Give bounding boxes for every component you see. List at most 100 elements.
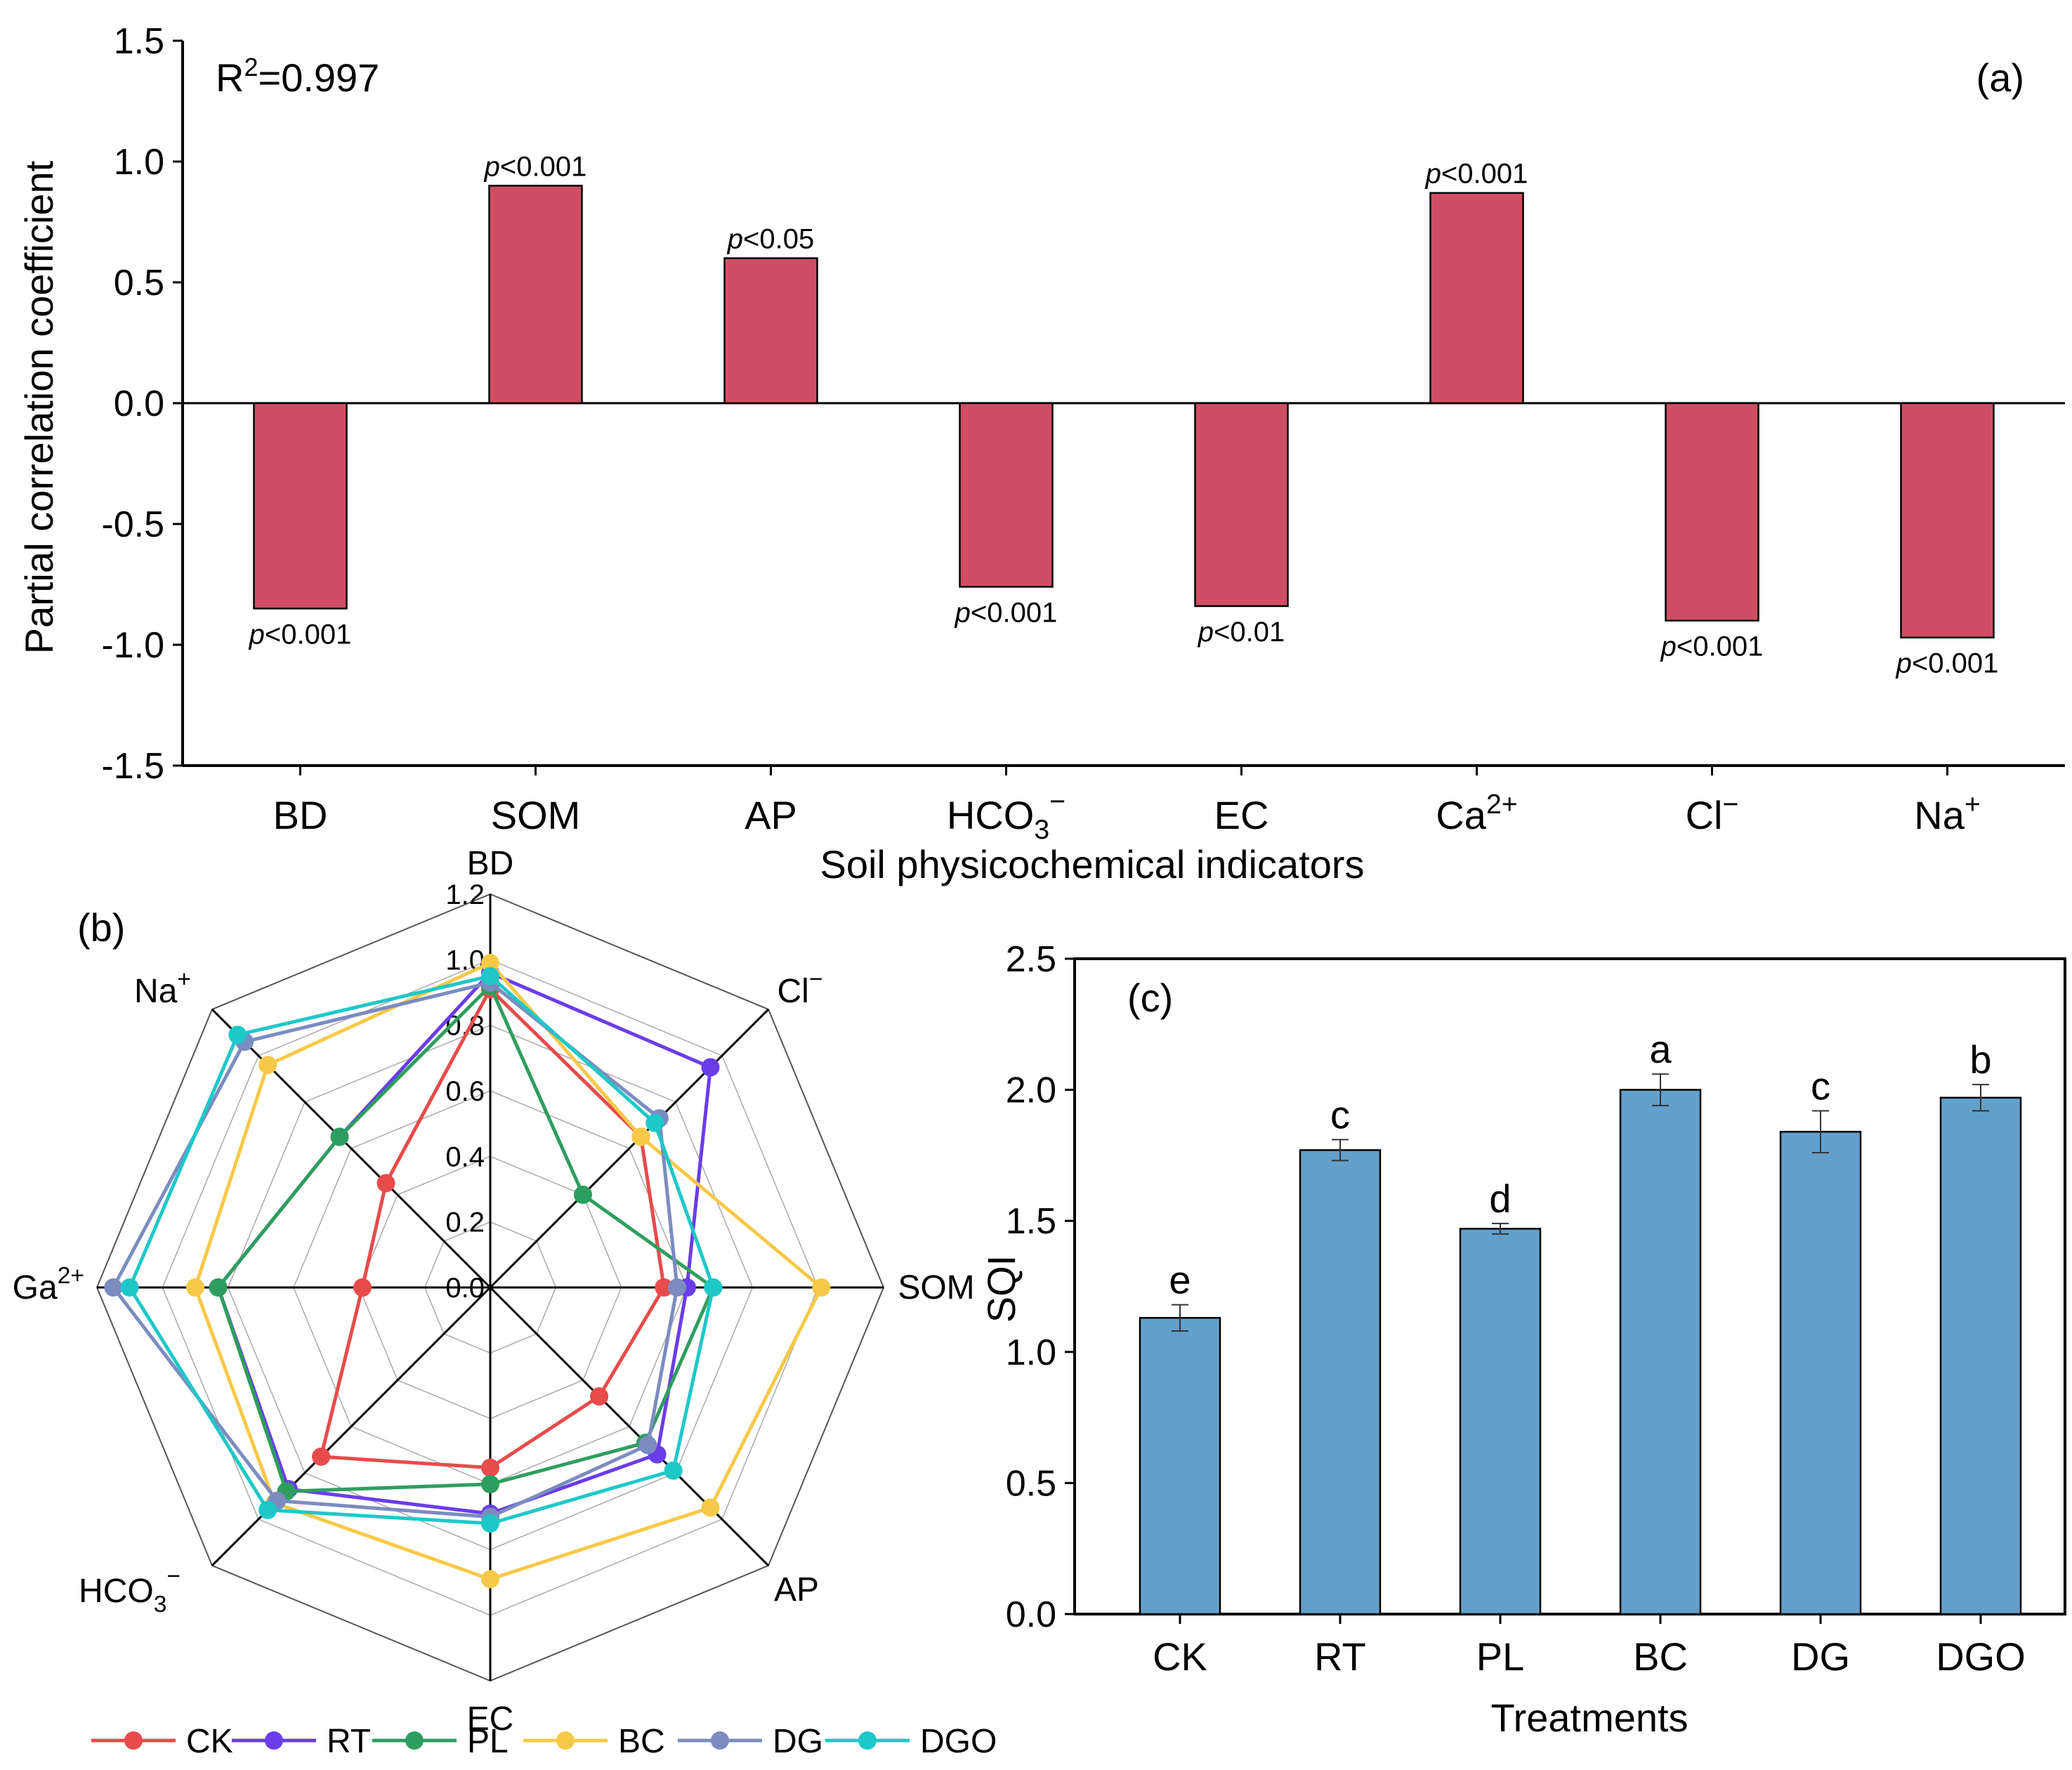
- panel-b-point: [481, 966, 499, 985]
- panel-b-point: [376, 1174, 395, 1193]
- panel-b-axis-label: HCO3−: [79, 1563, 181, 1618]
- panel-b-point: [481, 1475, 499, 1493]
- panel-a-bars: [253, 185, 1995, 638]
- panel-c-tag: (c): [1127, 976, 1173, 1020]
- panel-b-point: [664, 1461, 683, 1480]
- panel-a-y-tick-label: -1.0: [101, 625, 164, 666]
- panel-c-category-label: RT: [1314, 1634, 1366, 1679]
- panel-c-bar-group-bc: a: [1619, 1027, 1702, 1615]
- panel-a-p-value: p<0.001: [1660, 631, 1764, 662]
- panel-b-legend-item-bc: BC: [523, 1723, 665, 1760]
- panel-b-spoke: [211, 1286, 492, 1567]
- panel-a-x-axis-label: Soil physicochemical indicators: [820, 842, 1364, 886]
- panel-c-y-tick-label: 2.0: [1006, 1070, 1056, 1111]
- panel-a-bar-hco: [959, 402, 1054, 588]
- panel-b-axis-labels: BD Cl− SOM AP EC HCO3− Ga2+ Na+: [13, 845, 975, 1738]
- panel-b-point: [228, 1025, 247, 1044]
- panel-b-series-line: [128, 974, 715, 1526]
- panel-c-category-label: DG: [1791, 1634, 1850, 1679]
- panel-a-bar-cl: [1665, 402, 1759, 622]
- panel-c-category-label: PL: [1476, 1634, 1525, 1679]
- panel-b-point: [701, 1058, 720, 1077]
- panel-a-category-label: HCO3−: [947, 787, 1065, 845]
- panel-a-bar-som: [488, 185, 583, 405]
- panel-c-y-axis-label: SQI: [979, 1255, 1023, 1323]
- panel-b-radial-tick-label: 0.4: [445, 1141, 485, 1172]
- panel-b-point: [812, 1278, 831, 1297]
- panel-b-legend-item-rt: RT: [232, 1723, 371, 1760]
- panel-a-y-tick-label: 0.5: [114, 263, 164, 303]
- panel-a-r-squared: R2=0.997: [216, 53, 379, 100]
- panel-c-significance-letter: c: [1330, 1093, 1350, 1137]
- panel-b-legend-marker: [405, 1731, 424, 1750]
- panel-a-category-label: Na+: [1914, 789, 1980, 837]
- panel-b-radial-tick-label: 1.2: [445, 879, 485, 910]
- panel-b-point: [258, 1500, 277, 1519]
- panel-a-p-value: p<0.05: [727, 224, 814, 255]
- panel-b-axis-label: SOM: [898, 1269, 974, 1306]
- panel-c-significance-letter: b: [1969, 1037, 1991, 1082]
- panel-a-p-value: p<0.001: [249, 619, 352, 650]
- panel-b-point: [573, 1186, 592, 1205]
- panel-a-y-tick-label: -1.5: [101, 746, 164, 787]
- panel-a-y-tick-label: 1.0: [114, 142, 164, 183]
- panel-b-series-line: [111, 981, 679, 1519]
- panel-a-p-value: p<0.001: [484, 151, 587, 182]
- panel-b-point: [638, 1436, 657, 1455]
- panel-a-bar-ec: [1194, 402, 1289, 608]
- panel-b-legend-label: RT: [327, 1723, 371, 1760]
- panel-c-significance-letter: d: [1489, 1176, 1511, 1221]
- panel-a-bar-ap: [723, 257, 818, 405]
- panel-b-legend-label: PL: [467, 1723, 509, 1760]
- panel-b-radial-tick-label: 0.6: [445, 1076, 485, 1107]
- panel-b-series-dg: [104, 973, 686, 1526]
- panel-b-axis-label: EC: [467, 1700, 514, 1738]
- panel-a-ticks: 1.5 1.0 0.5 0.0 -0.5 -1.0 -1.5: [101, 21, 2065, 787]
- panel-c-bar-group-dgo: b: [1939, 1037, 2022, 1615]
- panel-a-y-tick-label: 1.5: [114, 21, 164, 62]
- panel-b-legend: CK RT PL BC DG DGO: [91, 1723, 997, 1760]
- panel-b-legend-item-ck: CK: [91, 1723, 233, 1760]
- panel-c-bars: e c d a c b: [1139, 1027, 2022, 1615]
- panel-b-axis-label: Na+: [134, 966, 191, 1010]
- panel-c-bar-group-pl: d: [1459, 1176, 1542, 1615]
- panel-b-legend-marker: [556, 1731, 575, 1750]
- panel-b-point: [704, 1278, 723, 1297]
- panel-b-spoke: [489, 1286, 770, 1567]
- panel-b-point: [590, 1387, 609, 1406]
- panel-b-legend-marker: [265, 1731, 283, 1750]
- panel-b-series-line: [216, 984, 715, 1493]
- panel-c-y-tick-label: 2.5: [1006, 939, 1056, 980]
- panel-b-series: [104, 954, 831, 1589]
- panel-c-bar: [1139, 1317, 1221, 1615]
- panel-a-y-axis-label: Partial correlation coefficient: [17, 160, 61, 654]
- panel-b-legend-label: CK: [186, 1723, 233, 1760]
- panel-a-y-tick-label: 0.0: [114, 383, 164, 424]
- panel-a-category-labels: BD SOM AP HCO3− EC Ca2+ Cl− Na+: [273, 787, 1981, 845]
- panel-b-legend-label: DGO: [920, 1723, 997, 1760]
- panel-b-point: [701, 1498, 720, 1517]
- panel-c-category-label: BC: [1633, 1634, 1688, 1679]
- panel-b-axis-label: BD: [467, 845, 514, 882]
- panel-b-legend-item-dg: DG: [678, 1723, 823, 1760]
- panel-b-axis-label: Cl−: [778, 966, 823, 1010]
- panel-c-y-tick-label: 0.5: [1006, 1463, 1056, 1504]
- panel-b-point: [481, 1514, 499, 1533]
- panel-c-frame: [1073, 957, 2066, 1615]
- panel-b-legend-marker: [124, 1731, 143, 1750]
- panel-b-point: [481, 1570, 499, 1589]
- panel-a-category-label: AP: [745, 793, 797, 837]
- panel-b-legend-marker: [858, 1731, 877, 1750]
- panel-b-legend-label: BC: [618, 1723, 665, 1760]
- panel-b-radial-tick-label: 0.0: [445, 1273, 485, 1304]
- panel-a-p-value: p<0.001: [955, 597, 1058, 628]
- panel-b-point: [330, 1127, 349, 1146]
- panel-b-point: [668, 1278, 686, 1297]
- panel-a-chart: 1.5 1.0 0.5 0.0 -0.5 -1.0 -1.5 BD SOM AP HCO3− EC C…: [17, 21, 2065, 886]
- panel-c-ticks: 0.0 0.5 1.0 1.5 2.0 2.5: [1006, 939, 2066, 1635]
- panel-b-spoke: [211, 1008, 492, 1289]
- panel-c-significance-letter: a: [1649, 1027, 1672, 1071]
- panel-b-point: [209, 1278, 228, 1297]
- panel-b-series-dgo: [120, 966, 723, 1533]
- panel-a-tag: (a): [1976, 55, 2024, 100]
